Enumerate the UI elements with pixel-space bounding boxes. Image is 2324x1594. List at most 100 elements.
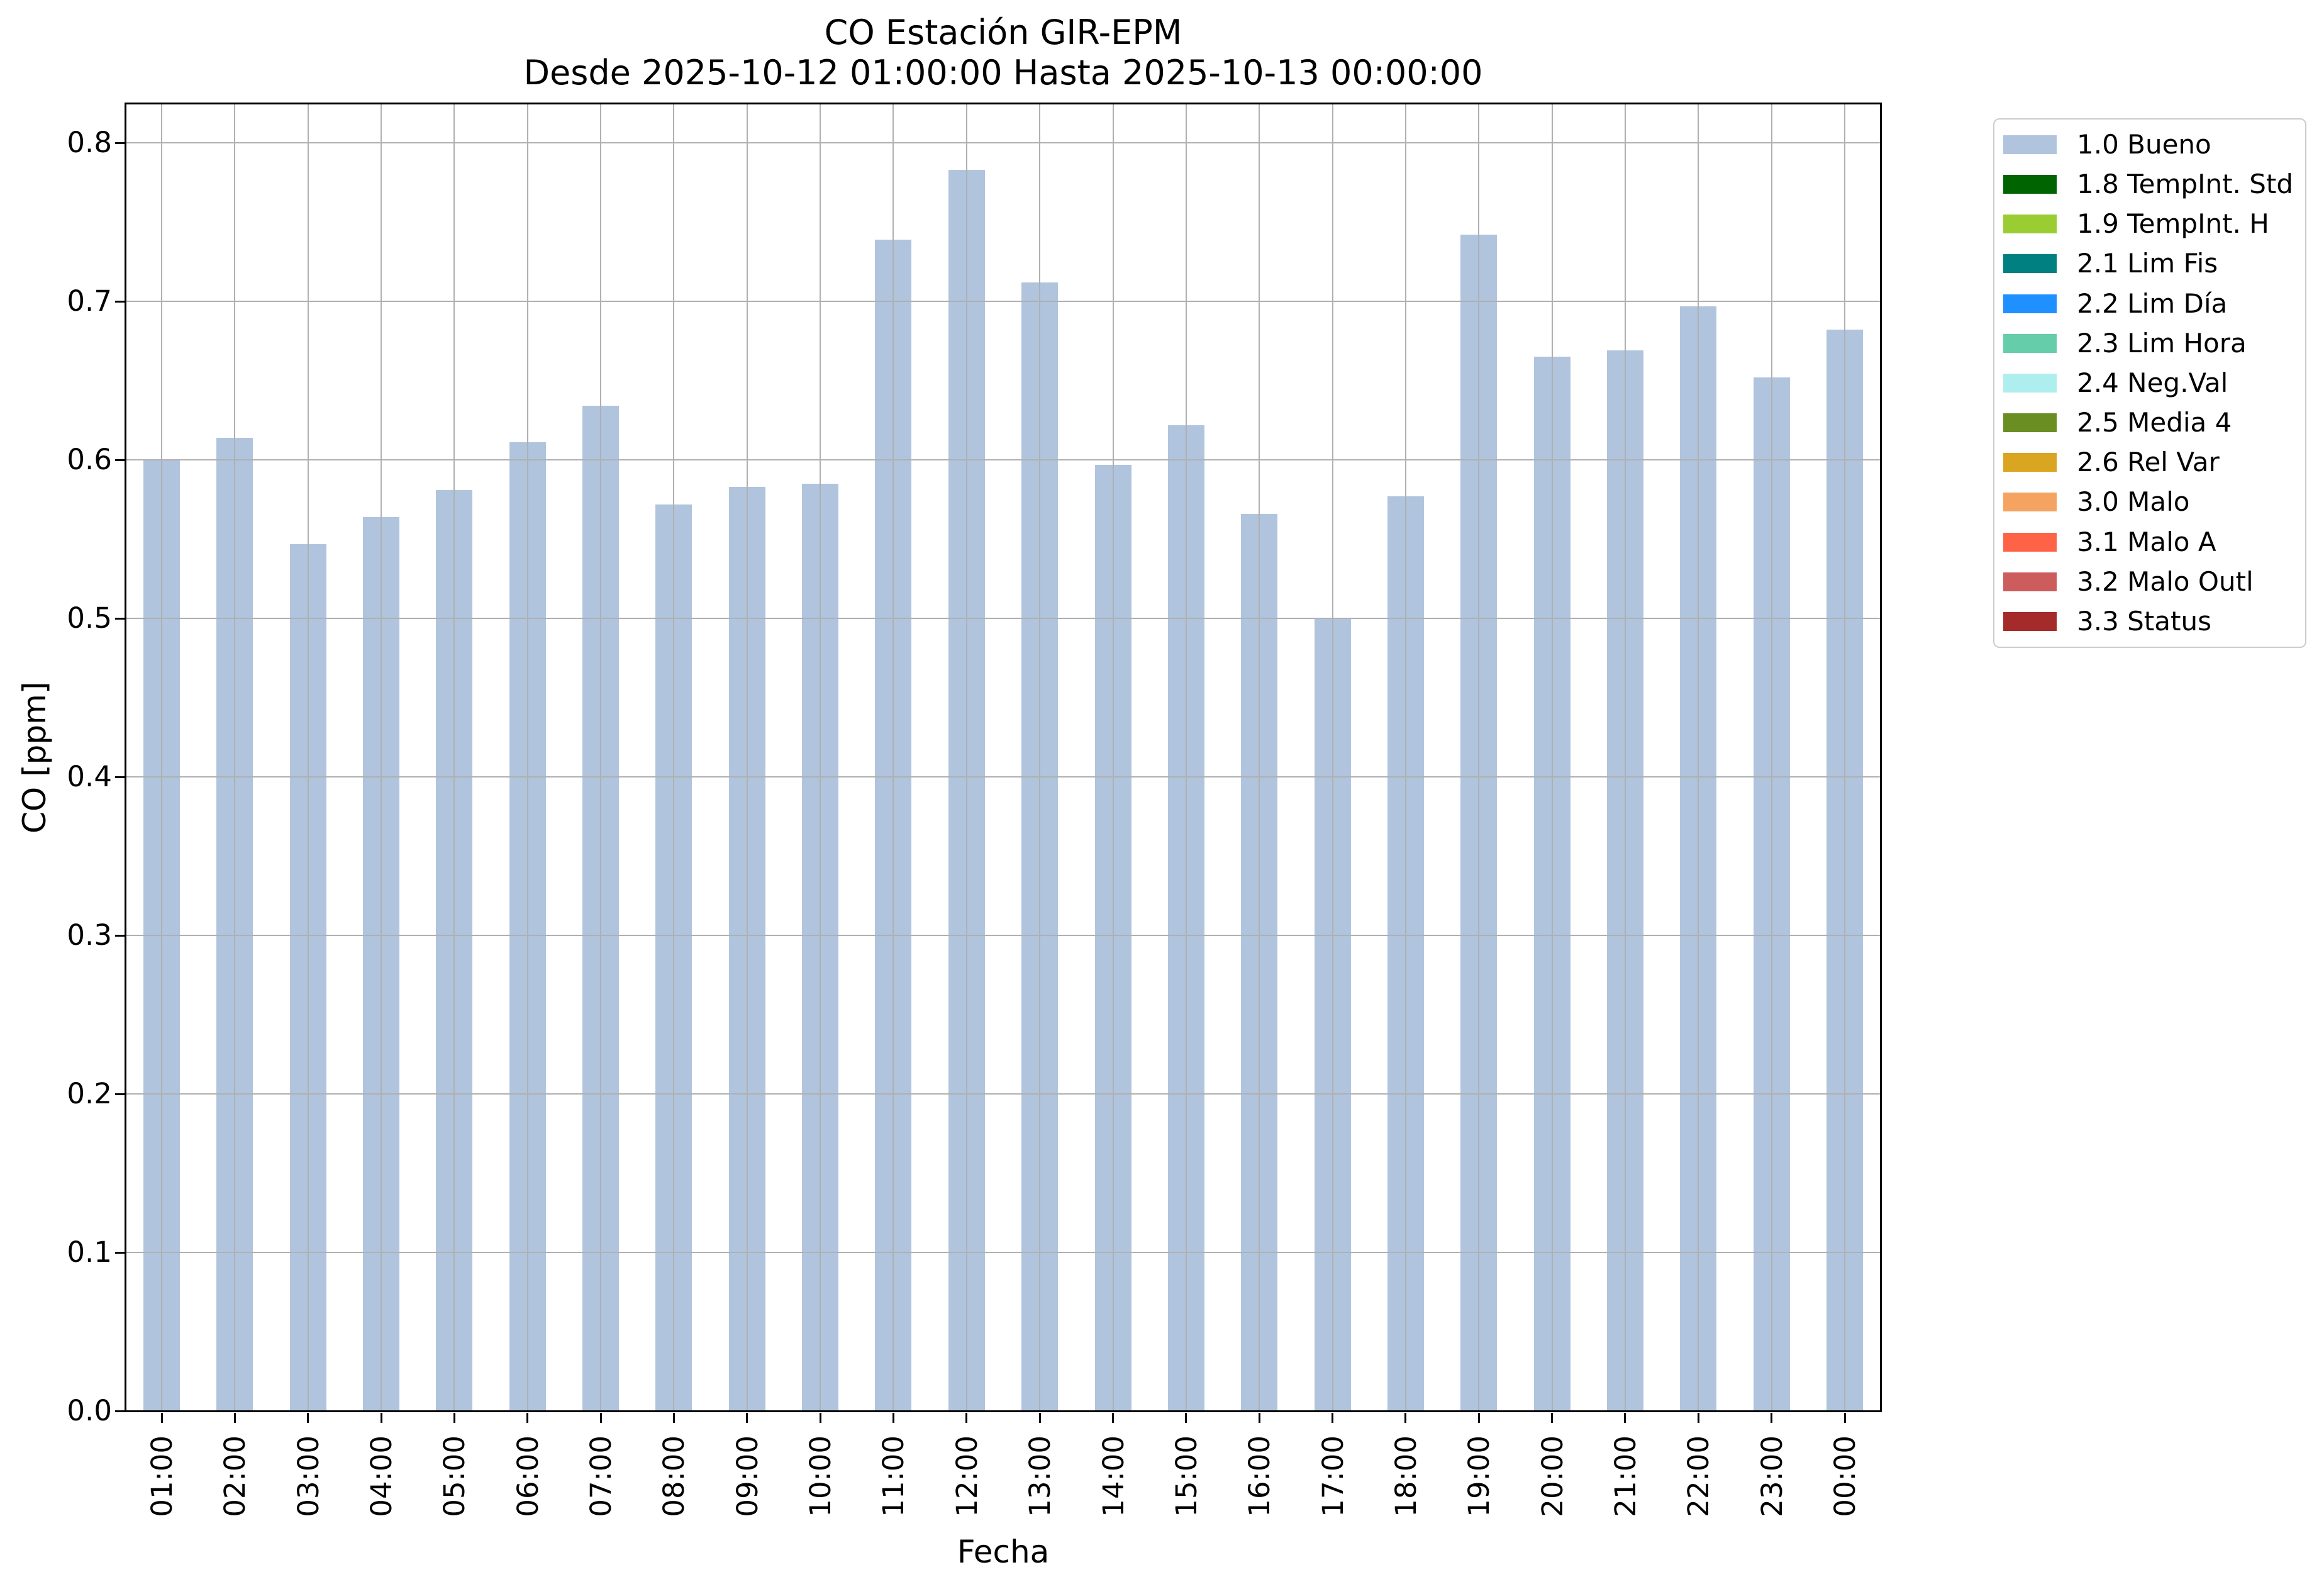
legend-label: 3.1 Malo A bbox=[2077, 526, 2216, 557]
x-gridline bbox=[161, 104, 162, 1411]
x-gridline bbox=[1551, 104, 1553, 1411]
y-tick-label: 0.2 bbox=[67, 1077, 112, 1110]
x-tick bbox=[233, 1413, 236, 1423]
x-tick bbox=[1258, 1413, 1260, 1423]
legend-item: 2.4 Neg.Val bbox=[2003, 364, 2296, 402]
legend-swatch bbox=[2003, 611, 2057, 631]
legend-item: 3.3 Status bbox=[2003, 603, 2296, 640]
x-tick-label: 09:00 bbox=[730, 1435, 764, 1517]
x-gridline bbox=[381, 104, 382, 1411]
y-tick-label: 0.4 bbox=[67, 760, 112, 793]
x-tick bbox=[1771, 1413, 1773, 1423]
x-tick-label: 04:00 bbox=[365, 1435, 399, 1517]
x-tick-label: 03:00 bbox=[291, 1435, 325, 1517]
legend-swatch bbox=[2003, 373, 2057, 393]
legend-swatch bbox=[2003, 532, 2057, 552]
legend-label: 2.4 Neg.Val bbox=[2077, 367, 2228, 398]
x-tick-label: 14:00 bbox=[1096, 1435, 1130, 1517]
x-tick-label: 00:00 bbox=[1828, 1435, 1862, 1517]
x-tick bbox=[672, 1413, 675, 1423]
y-tick bbox=[115, 1093, 126, 1095]
y-tick bbox=[115, 300, 126, 303]
legend-swatch bbox=[2003, 453, 2057, 472]
x-tick-label: 13:00 bbox=[1023, 1435, 1057, 1517]
x-tick-label: 01:00 bbox=[145, 1435, 179, 1517]
y-tick-label: 0.1 bbox=[67, 1235, 112, 1269]
legend-item: 1.9 TempInt. H bbox=[2003, 205, 2296, 243]
y-gridline bbox=[126, 776, 1881, 777]
legend-item: 2.2 Lim Día bbox=[2003, 285, 2296, 323]
x-gridline bbox=[1185, 104, 1187, 1411]
legend-item: 1.0 Bueno bbox=[2003, 126, 2296, 164]
legend-label: 2.3 Lim Hora bbox=[2077, 327, 2247, 359]
legend-label: 1.9 TempInt. H bbox=[2077, 208, 2269, 240]
y-tick bbox=[115, 1410, 126, 1412]
legend-item: 1.8 TempInt. Std bbox=[2003, 165, 2296, 203]
x-gridline bbox=[1698, 104, 1699, 1411]
legend-item: 3.0 Malo bbox=[2003, 483, 2296, 521]
y-gridline bbox=[126, 935, 1881, 936]
legend-item: 3.2 Malo Outl bbox=[2003, 563, 2296, 601]
y-tick bbox=[115, 142, 126, 144]
legend-item: 2.5 Media 4 bbox=[2003, 404, 2296, 442]
x-gridline bbox=[1404, 104, 1406, 1411]
x-gridline bbox=[746, 104, 748, 1411]
y-tick bbox=[115, 934, 126, 937]
x-tick-label: 19:00 bbox=[1462, 1435, 1496, 1517]
y-tick-label: 0.6 bbox=[67, 443, 112, 476]
y-axis-label: CO [ppm] bbox=[16, 681, 53, 833]
legend-label: 1.0 Bueno bbox=[2077, 129, 2211, 160]
y-tick-label: 0.8 bbox=[67, 126, 112, 159]
x-gridline bbox=[1112, 104, 1114, 1411]
legend-swatch bbox=[2003, 135, 2057, 154]
y-tick-label: 0.5 bbox=[67, 601, 112, 635]
x-tick bbox=[526, 1413, 529, 1423]
x-gridline bbox=[1039, 104, 1041, 1411]
x-tick-label: 06:00 bbox=[511, 1435, 545, 1517]
x-tick bbox=[1697, 1413, 1699, 1423]
x-tick bbox=[1624, 1413, 1626, 1423]
x-tick bbox=[599, 1413, 602, 1423]
legend-item: 3.1 Malo A bbox=[2003, 523, 2296, 561]
x-gridline bbox=[307, 104, 309, 1411]
y-tick-label: 0.3 bbox=[67, 918, 112, 952]
legend-label: 1.8 TempInt. Std bbox=[2077, 169, 2294, 200]
x-tick bbox=[1332, 1413, 1334, 1423]
y-gridline bbox=[126, 618, 1881, 619]
y-gridline bbox=[126, 301, 1881, 302]
legend-label: 2.2 Lim Día bbox=[2077, 287, 2228, 319]
legend-swatch bbox=[2003, 294, 2057, 313]
chart-title: CO Estación GIR-EPM bbox=[824, 13, 1182, 52]
x-gridline bbox=[965, 104, 967, 1411]
x-gridline bbox=[820, 104, 821, 1411]
legend-item: 2.6 Rel Var bbox=[2003, 443, 2296, 481]
x-tick-label: 23:00 bbox=[1755, 1435, 1789, 1517]
x-gridline bbox=[1332, 104, 1333, 1411]
legend-item: 2.3 Lim Hora bbox=[2003, 325, 2296, 362]
legend-item: 2.1 Lim Fis bbox=[2003, 245, 2296, 282]
x-tick bbox=[1843, 1413, 1846, 1423]
x-tick-label: 17:00 bbox=[1316, 1435, 1350, 1517]
x-gridline bbox=[234, 104, 236, 1411]
y-gridline bbox=[126, 1252, 1881, 1253]
x-tick-label: 18:00 bbox=[1389, 1435, 1423, 1517]
x-gridline bbox=[1844, 104, 1845, 1411]
x-gridline bbox=[1624, 104, 1626, 1411]
x-tick bbox=[1551, 1413, 1554, 1423]
y-tick-label: 0.0 bbox=[67, 1394, 112, 1427]
y-gridline bbox=[126, 1093, 1881, 1095]
x-tick-label: 20:00 bbox=[1535, 1435, 1569, 1517]
x-tick-label: 05:00 bbox=[438, 1435, 472, 1517]
legend-swatch bbox=[2003, 572, 2057, 591]
x-tick-label: 21:00 bbox=[1608, 1435, 1642, 1517]
x-tick bbox=[1112, 1413, 1115, 1423]
x-gridline bbox=[1771, 104, 1772, 1411]
chart-subtitle: Desde 2025-10-12 01:00:00 Hasta 2025-10-… bbox=[523, 53, 1483, 92]
x-gridline bbox=[892, 104, 894, 1411]
legend-swatch bbox=[2003, 254, 2057, 274]
y-tick bbox=[115, 1251, 126, 1254]
legend-label: 3.0 Malo bbox=[2077, 486, 2190, 518]
x-tick bbox=[1185, 1413, 1187, 1423]
legend-swatch bbox=[2003, 413, 2057, 433]
x-tick bbox=[1038, 1413, 1041, 1423]
